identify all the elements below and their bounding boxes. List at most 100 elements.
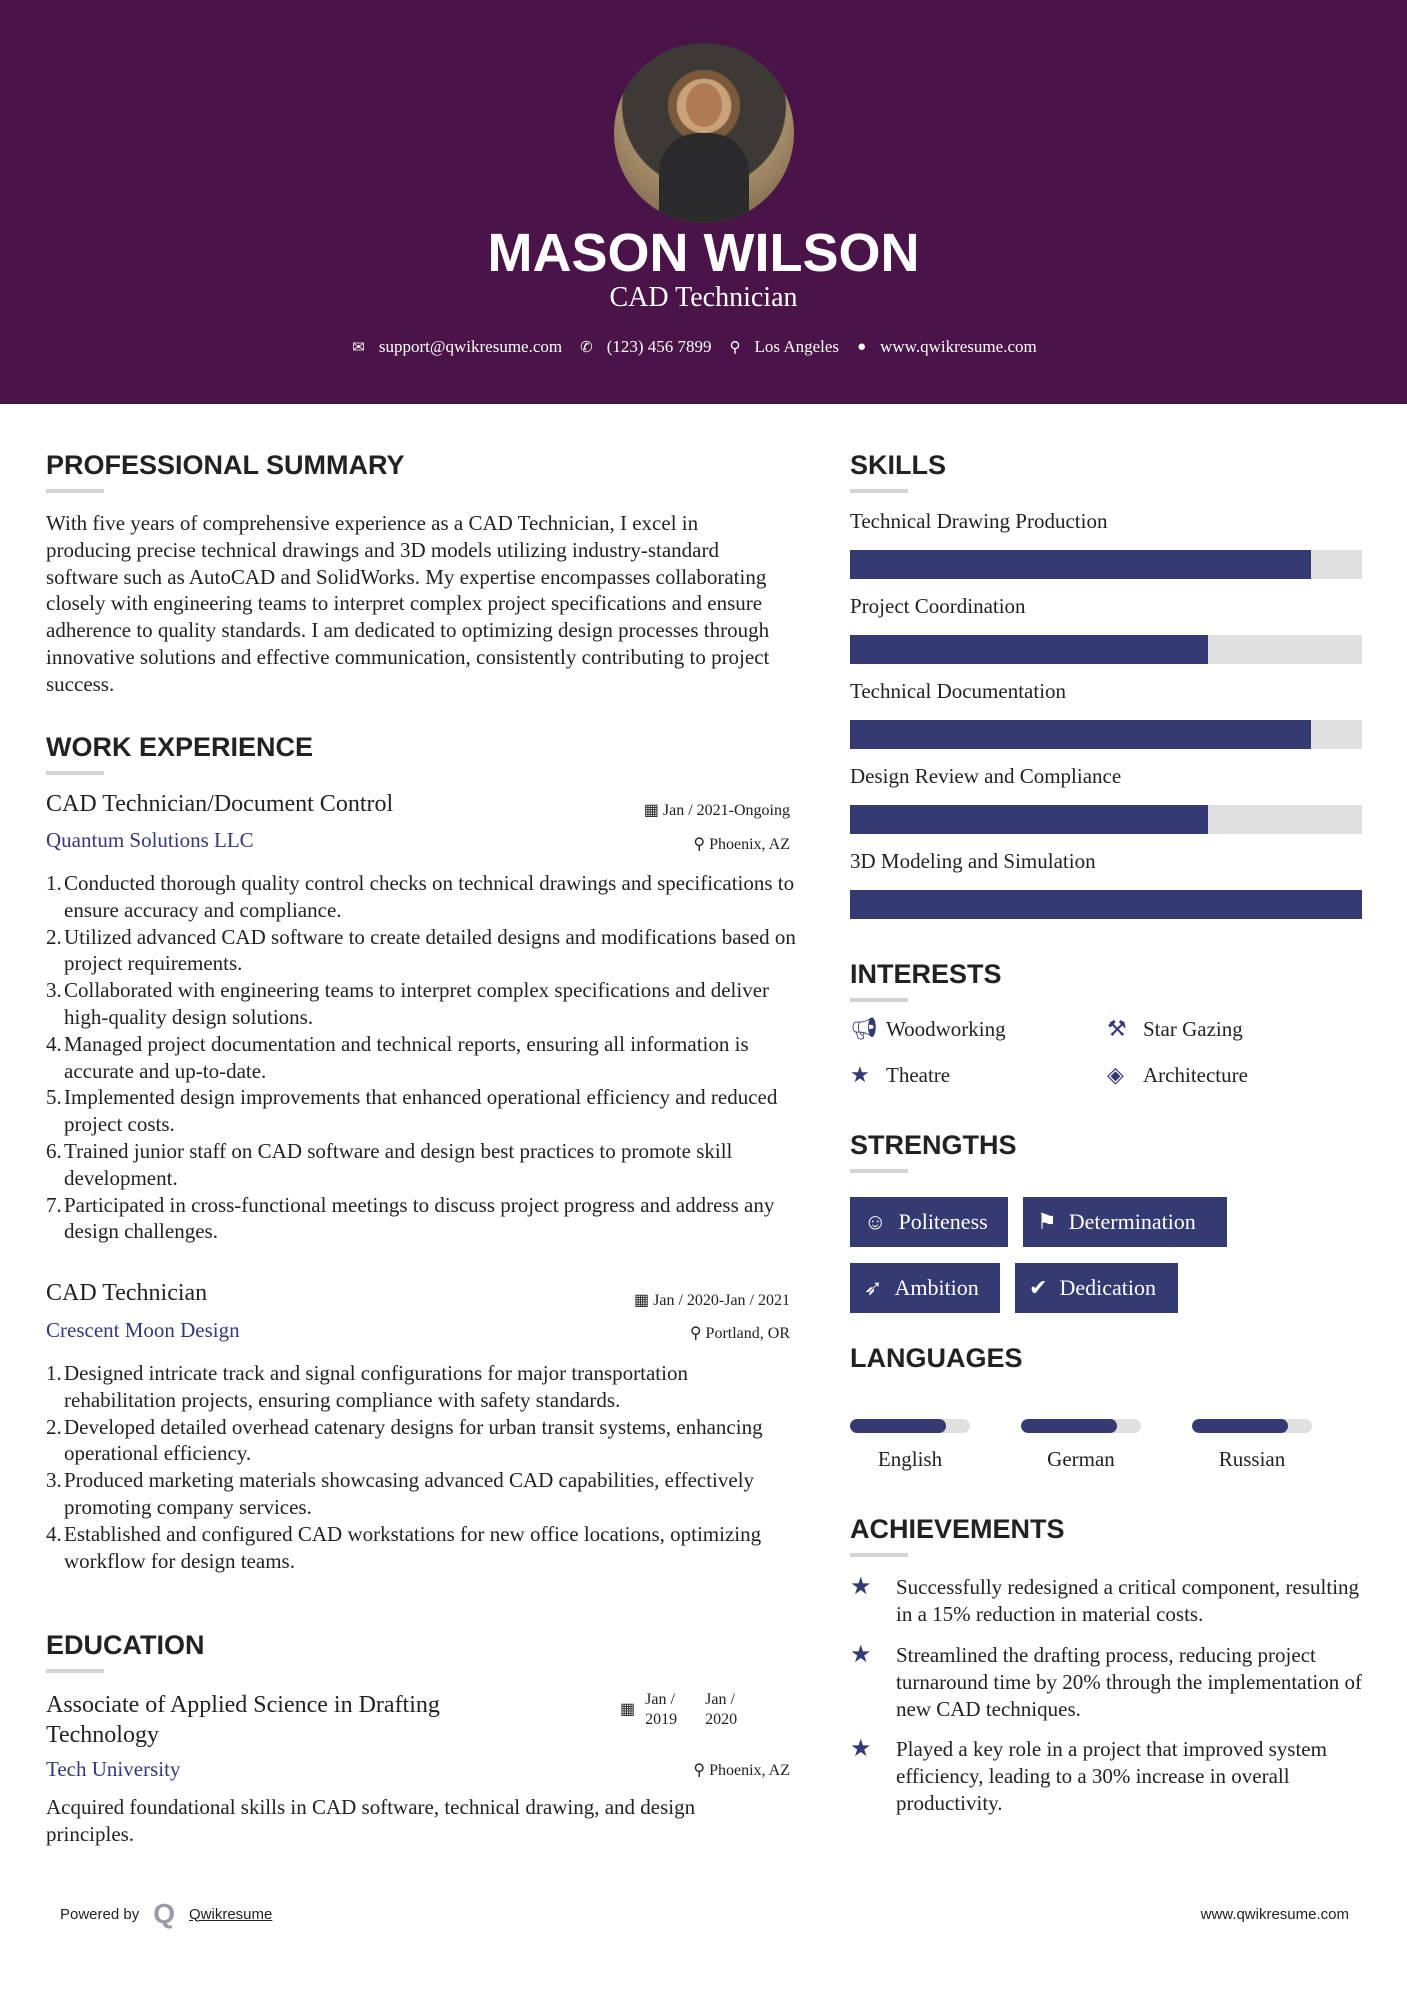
gavel-icon: ⚒ <box>1107 1016 1127 1041</box>
list-item: Produced marketing materials showcasing … <box>46 1467 755 1519</box>
achievement-text: Played a key role in a project that impr… <box>896 1737 1327 1815</box>
skill-bar <box>850 635 1362 664</box>
language-bar <box>850 1419 970 1433</box>
achievement-text: Successfully redesigned a critical compo… <box>896 1575 1360 1626</box>
list-item: Managed project documentation and techni… <box>46 1031 749 1083</box>
job-location-text: Portland, OR <box>705 1325 790 1342</box>
school-name: Tech University <box>46 1757 181 1781</box>
powered-by-text: Powered by <box>60 1905 140 1923</box>
contact-email[interactable]: support@qwikresume.com <box>378 337 563 356</box>
strength-label: Dedication <box>1059 1275 1156 1300</box>
skill-label: Technical Documentation <box>850 679 1067 703</box>
section-heading-strengths: STRENGTHS <box>850 1130 1017 1160</box>
phone-icon: ✆ <box>580 339 593 356</box>
section-heading-skills: SKILLS <box>850 450 947 480</box>
job-title: CAD Technician <box>46 1280 208 1306</box>
job-dates-text: Jan / 2021-Ongoing <box>662 802 790 819</box>
job-bullets: Designed intricate track and signal conf… <box>46 1360 796 1574</box>
strength-badge: ➶ Ambition <box>850 1263 1000 1313</box>
skill-bar <box>850 805 1362 834</box>
language-label: Russian <box>1218 1447 1286 1471</box>
bullhorn-icon: 📢︎ <box>850 1016 878 1041</box>
strength-label: Determination <box>1068 1209 1196 1234</box>
heading-underline <box>46 1669 104 1673</box>
job-dates: ▦ Jan / 2021-Ongoing <box>644 800 790 820</box>
calendar-icon: ▦ <box>643 802 663 819</box>
achievement-item: ★ Successfully redesigned a critical comp… <box>850 1574 1370 1628</box>
qwikresume-logo-icon: Q <box>153 1898 175 1929</box>
list-item: Utilized advanced CAD software to create… <box>46 924 796 976</box>
skill-bar-fill <box>850 805 1209 834</box>
education-dates: ▦ Jan / 2019 Jan / 2020 <box>620 1690 755 1730</box>
job-location: ⚲ Phoenix, AZ <box>693 834 790 854</box>
list-item: Participated in cross-functional meeting… <box>46 1192 775 1244</box>
education-end: Jan / 2020 <box>705 1691 738 1728</box>
job-dates: ▦ Jan / 2020-Jan / 2021 <box>634 1290 790 1310</box>
education-description: Acquired foundational skills in CAD soft… <box>46 1795 696 1846</box>
education-location-text: Phoenix, AZ <box>709 1762 790 1779</box>
skill-bar-fill <box>850 720 1311 749</box>
education-start: Jan / 2019 <box>645 1691 678 1728</box>
strength-badge: ✔ Dedication <box>1015 1263 1178 1313</box>
interest-label: Architecture <box>1143 1062 1248 1087</box>
strength-label: Ambition <box>894 1275 979 1300</box>
contact-bar: ✉ support@qwikresume.com ✆ (123) 456 789… <box>0 337 1407 357</box>
heading-underline <box>46 771 104 775</box>
list-item: Designed intricate track and signal conf… <box>46 1360 688 1412</box>
qwikresume-link[interactable]: Qwikresume <box>189 1905 273 1923</box>
job-title: CAD Technician/Document Control <box>46 791 394 817</box>
star-burst-icon: ★ <box>850 1642 872 1668</box>
list-item: Conducted thorough quality control check… <box>46 870 795 922</box>
job-company: Quantum Solutions LLC <box>46 828 254 852</box>
calendar-icon: ▦ <box>634 1292 654 1309</box>
summary-text: With five years of comprehensive experie… <box>46 511 770 696</box>
heading-underline <box>850 998 908 1002</box>
achievement-text: Streamlined the drafting process, reduci… <box>896 1643 1362 1721</box>
language-label: English <box>877 1447 943 1471</box>
list-item: Developed detailed overhead catenary des… <box>46 1414 763 1466</box>
job-location-text: Phoenix, AZ <box>709 836 790 853</box>
job-location: ⚲ Portland, OR <box>690 1323 790 1343</box>
job-company: Crescent Moon Design <box>46 1318 240 1342</box>
list-item: Established and configured CAD workstati… <box>46 1521 762 1573</box>
language-bar <box>1192 1419 1312 1433</box>
star-burst-icon: ★ <box>850 1574 872 1600</box>
achievement-item: ★ Played a key role in a project that imp… <box>850 1736 1370 1816</box>
skill-bar <box>850 720 1362 749</box>
check-circle-icon: ✔ <box>1029 1275 1048 1300</box>
education-location: ⚲ Phoenix, AZ <box>693 1760 790 1780</box>
skill-label: Design Review and Compliance <box>850 764 1122 788</box>
profile-photo <box>614 43 794 223</box>
degree-title: Associate of Applied Science in Drafting… <box>46 1692 440 1748</box>
language-label: German <box>1047 1447 1115 1471</box>
interest-label: Star Gazing <box>1143 1016 1243 1041</box>
contact-website[interactable]: www.qwikresume.com <box>880 337 1037 356</box>
candidate-name: MASON WILSON <box>487 223 920 283</box>
ticket-icon: ◈ <box>1107 1062 1124 1087</box>
section-heading-work: WORK EXPERIENCE <box>46 732 314 762</box>
language-bar <box>1021 1419 1141 1433</box>
section-heading-languages: LANGUAGES <box>850 1343 1023 1373</box>
language-bar-fill <box>1192 1419 1288 1433</box>
interest-item: ★ Theatre <box>850 1062 950 1088</box>
envelope-icon: ✉ <box>352 339 365 356</box>
interest-item: ⚒ Star Gazing <box>1107 1016 1243 1042</box>
contact-phone: (123) 456 7899 <box>606 337 712 356</box>
footer-powered: Powered by Q Qwikresume <box>60 1898 273 1929</box>
list-item: Trained junior staff on CAD software and… <box>46 1138 733 1190</box>
language-bar-fill <box>1021 1419 1117 1433</box>
globe-icon: ● <box>857 338 867 355</box>
star-icon: ★ <box>850 1062 870 1087</box>
star-burst-icon: ★ <box>850 1736 872 1762</box>
section-heading-education: EDUCATION <box>46 1630 205 1660</box>
section-heading-interests: INTERESTS <box>850 959 1002 989</box>
contact-location: Los Angeles <box>754 337 840 356</box>
interest-label: Theatre <box>886 1062 951 1087</box>
footer-website[interactable]: www.qwikresume.com <box>1200 1906 1349 1923</box>
achievement-item: ★ Streamlined the drafting process, reduc… <box>850 1642 1370 1722</box>
map-marker-icon: ⚲ <box>729 339 741 356</box>
skill-bar <box>850 890 1362 919</box>
smile-icon: ☺ <box>864 1209 887 1234</box>
heading-underline <box>850 1553 908 1557</box>
pin-icon: ⚲ <box>693 1762 710 1779</box>
